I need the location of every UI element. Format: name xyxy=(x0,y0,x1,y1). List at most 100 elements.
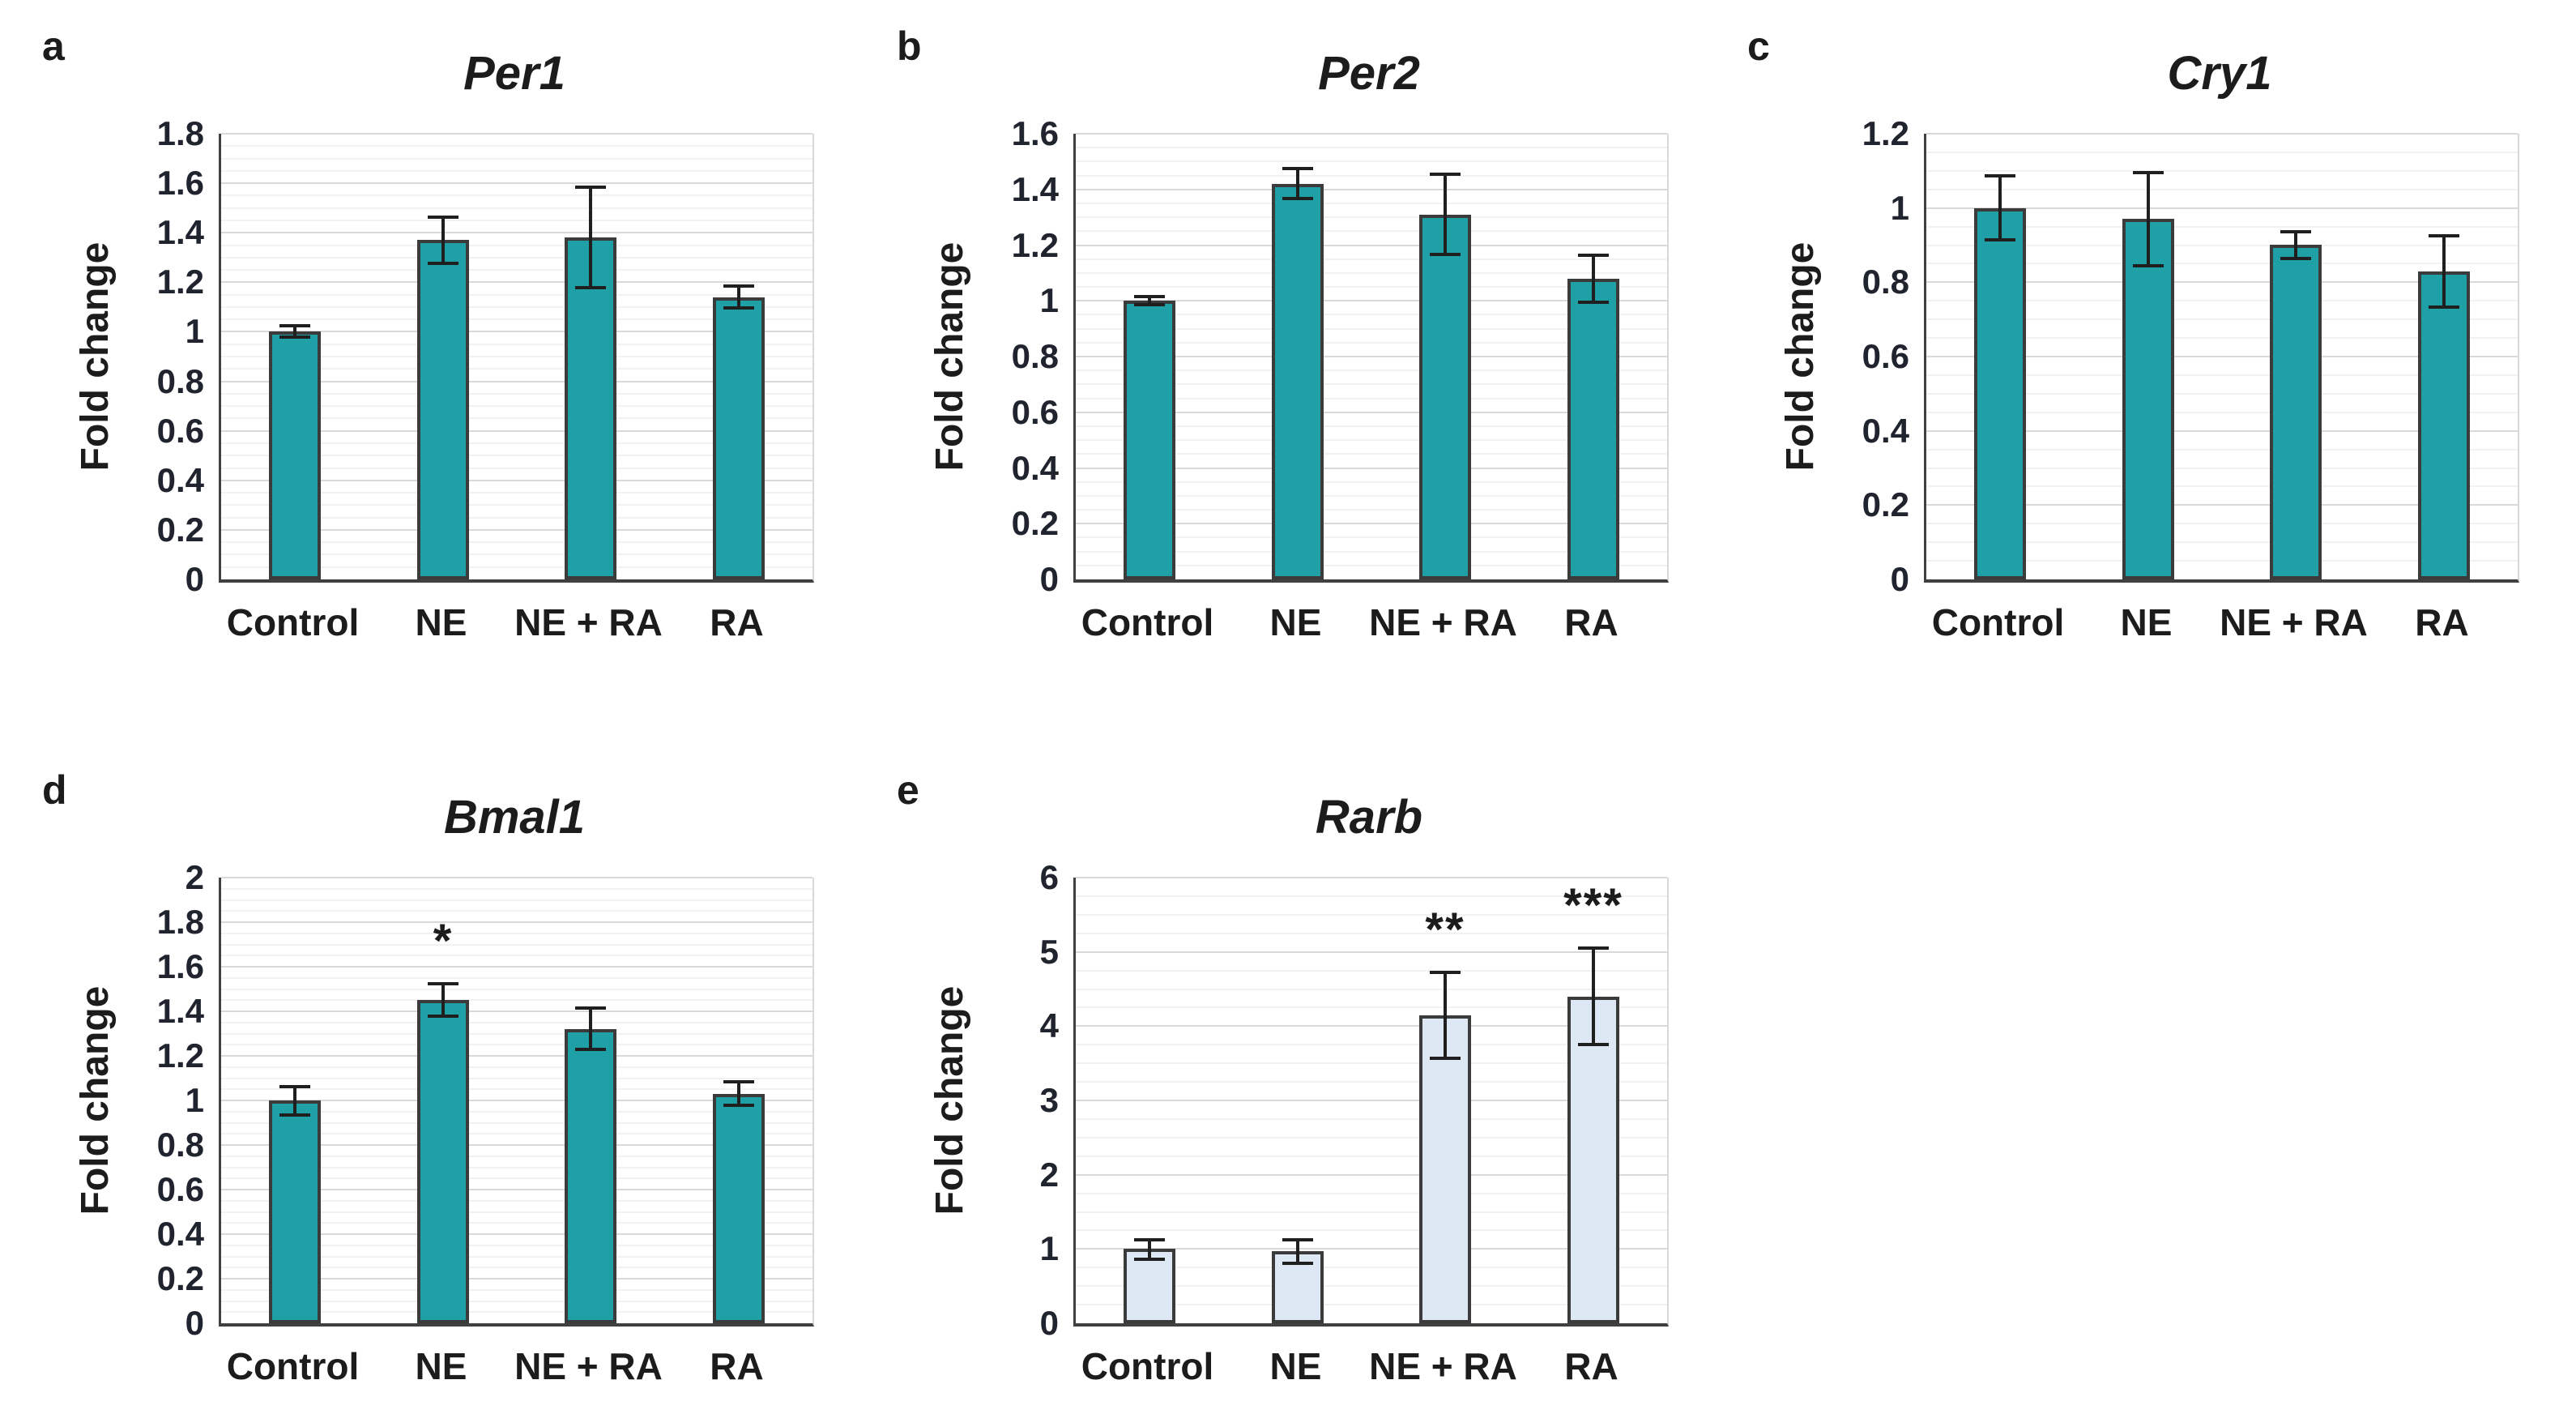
y-tick-label: 1 xyxy=(1039,1229,1059,1267)
gridline-minor xyxy=(1076,1229,1667,1232)
y-tick-label: 0.8 xyxy=(1862,263,1909,301)
y-tick-label: 0.8 xyxy=(156,362,204,400)
error-bar xyxy=(428,982,458,1018)
chart-panel-b: b Per2 Fold change Control NE NE + RA RA 0 0.2 0.… xyxy=(879,8,1729,681)
y-tick-label: 1.2 xyxy=(1862,114,1909,152)
y-tick-label: 0 xyxy=(185,560,204,598)
bar xyxy=(1974,208,2026,579)
y-tick-label: 0 xyxy=(1039,1304,1059,1342)
chart-panel-d: d Bmal1 Fold change * Control NE NE + RA RA 0 0.2… xyxy=(24,752,875,1425)
error-bar-line xyxy=(589,1006,592,1051)
gridline-minor xyxy=(221,910,812,912)
gridline-minor xyxy=(1926,151,2518,153)
gridline-minor xyxy=(221,194,812,197)
gridline-minor xyxy=(1076,1006,1667,1009)
bar xyxy=(1419,215,1471,579)
gridline-minor xyxy=(221,887,812,890)
gridline-minor xyxy=(1076,932,1667,934)
gridline-major xyxy=(221,1055,812,1057)
error-bar-cap-top xyxy=(1134,1238,1165,1241)
gridline-minor xyxy=(221,553,812,556)
gridline-minor xyxy=(1926,411,2518,413)
gridline-minor xyxy=(221,516,812,519)
gridline-major xyxy=(221,1100,812,1101)
y-tick-label: 0.4 xyxy=(1011,449,1059,487)
gridline-minor xyxy=(221,1244,812,1246)
error-bar-line xyxy=(1444,173,1447,256)
x-tick-label: RA xyxy=(710,1345,764,1387)
y-tick-label: 1 xyxy=(185,1081,204,1119)
error-bar-cap-top xyxy=(723,1080,754,1083)
panel-letter: a xyxy=(42,23,65,69)
gridline-minor xyxy=(1076,1062,1667,1065)
gridline-major xyxy=(221,1144,812,1146)
gridline-minor xyxy=(221,207,812,209)
plot-area: ** *** xyxy=(1073,877,1669,1327)
error-bar-cap-bottom xyxy=(1134,1258,1165,1261)
gridline-minor xyxy=(221,1288,812,1291)
error-bar-cap-top xyxy=(279,324,310,327)
gridline-minor xyxy=(1076,425,1667,427)
gridline-major xyxy=(1926,207,2518,209)
gridline-major xyxy=(1926,429,2518,432)
error-bar-cap-top xyxy=(1430,173,1461,176)
gridline-major xyxy=(1926,281,2518,284)
y-tick-label: 0.6 xyxy=(1862,337,1909,375)
error-bar-cap-bottom xyxy=(723,306,754,310)
gridline-major xyxy=(221,1233,812,1235)
error-bar-cap-bottom xyxy=(2133,264,2164,267)
y-tick-label: 0.6 xyxy=(1011,393,1059,431)
gridline-major xyxy=(1076,356,1667,357)
gridline-major xyxy=(221,1189,812,1190)
y-tick-label: 1 xyxy=(1890,189,1909,227)
y-tick-label: 0.2 xyxy=(1011,504,1059,542)
error-bar-cap-bottom xyxy=(1134,303,1165,306)
gridline-minor xyxy=(1076,494,1667,497)
gridline-minor xyxy=(1076,397,1667,399)
gridline-minor xyxy=(1926,392,2518,395)
gridline-major xyxy=(221,429,812,432)
error-bar-cap-bottom xyxy=(575,1048,606,1051)
chart-panel-a: a Per1 Fold change Control NE NE + RA RA 0 0.2 0.… xyxy=(24,8,875,681)
y-tick-label: 1 xyxy=(1039,281,1059,319)
y-tick-label: 0.6 xyxy=(156,412,204,450)
chart-title: Per1 xyxy=(463,47,565,100)
gridline-major xyxy=(221,966,812,968)
bar xyxy=(1567,279,1619,579)
error-bar xyxy=(1134,295,1165,306)
bar xyxy=(1124,301,1175,579)
gridline-minor xyxy=(221,417,812,420)
gridline-minor xyxy=(1076,1211,1667,1213)
gridline-major xyxy=(221,479,812,481)
chart-title: Bmal1 xyxy=(443,791,586,844)
gridline-major xyxy=(1076,244,1667,246)
gridline-minor xyxy=(221,899,812,901)
error-bar-line xyxy=(1148,1238,1151,1261)
error-bar xyxy=(1430,173,1461,256)
error-bar-cap-bottom xyxy=(2280,257,2311,260)
gridline-major xyxy=(1076,1025,1667,1028)
gridline-minor xyxy=(221,455,812,457)
gridline-minor xyxy=(221,368,812,370)
x-tick-label: NE xyxy=(415,1345,467,1387)
gridline-minor xyxy=(1076,1267,1667,1269)
error-bar xyxy=(723,284,754,310)
gridline-major xyxy=(1926,504,2518,506)
bar xyxy=(1272,184,1324,579)
gridline-major xyxy=(221,528,812,531)
gridline-major xyxy=(1076,133,1667,135)
error-bar-cap-top xyxy=(2280,230,2311,233)
gridline-minor xyxy=(1076,1192,1667,1194)
bar xyxy=(565,1029,616,1323)
y-tick-label: 0.6 xyxy=(156,1170,204,1208)
gridline-minor xyxy=(1076,1044,1667,1046)
gridline-minor xyxy=(221,541,812,544)
gridline-minor xyxy=(221,1267,812,1269)
x-tick-label: Control xyxy=(1931,601,2065,643)
x-tick-label: Control xyxy=(226,1345,360,1387)
y-tick-label: 5 xyxy=(1039,933,1059,971)
y-tick-label: 1.2 xyxy=(156,1036,204,1075)
gridline-minor xyxy=(1926,467,2518,469)
y-tick-label: 0.4 xyxy=(156,1215,204,1253)
error-bar-cap-bottom xyxy=(279,335,310,339)
